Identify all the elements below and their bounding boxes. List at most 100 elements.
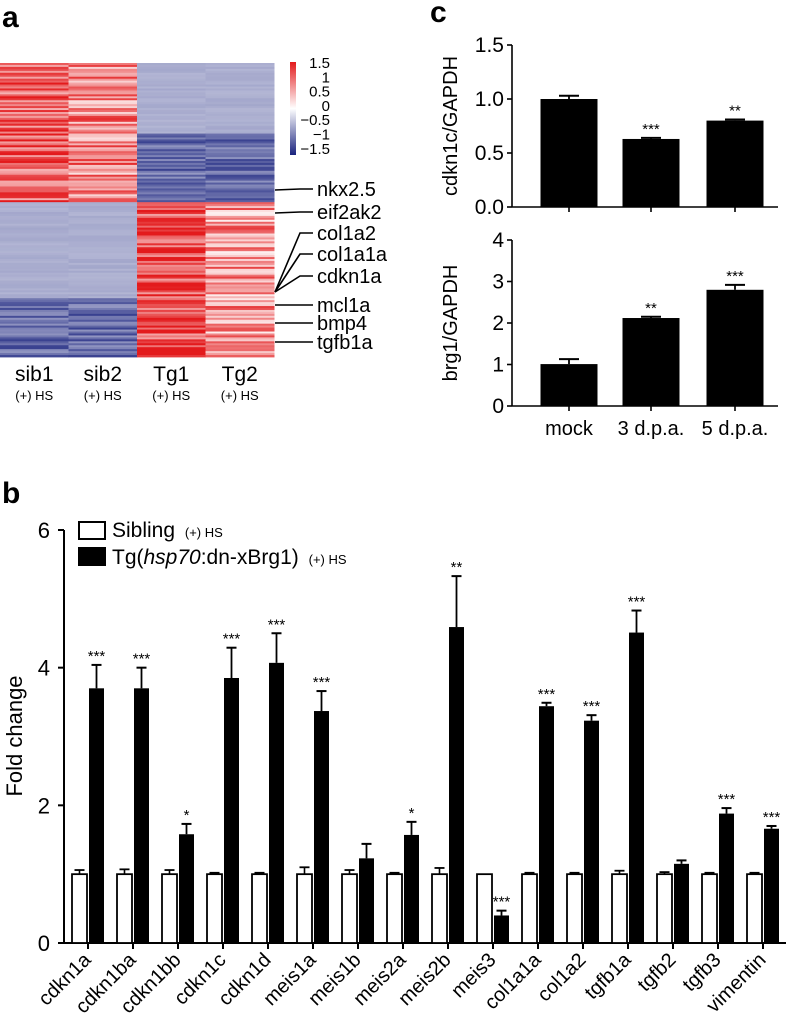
heatmap-cell [137, 198, 206, 201]
heatmap-cell [0, 84, 69, 87]
heatmap-cell [0, 172, 69, 176]
heatmap-cell [137, 66, 206, 70]
y-tick-label: 2 [492, 312, 504, 335]
heatmap-cell [0, 188, 69, 191]
heatmap-cell [0, 149, 69, 152]
heatmap-cell [205, 108, 275, 111]
heatmap-cell [137, 196, 206, 199]
heatmap-cell [0, 264, 69, 268]
significance-label: *** [133, 651, 151, 668]
heatmap-cell [205, 127, 275, 131]
heatmap-cell [0, 229, 69, 232]
heatmap-cell [137, 182, 206, 185]
heatmap-cell [0, 286, 69, 289]
heatmap-cell [137, 92, 206, 95]
heatmap-cell [68, 229, 138, 232]
panel-letter-c: c [430, 0, 447, 29]
heatmap-cell [137, 321, 206, 325]
heatmap-cell [68, 184, 138, 187]
heatmap-cell [68, 68, 138, 72]
heatmap-cell [0, 341, 69, 344]
bar-sibling [71, 873, 88, 944]
bar-tg [539, 706, 554, 943]
significance-label: *** [726, 268, 744, 285]
heatmap-cell [0, 192, 69, 195]
heatmap-cell [205, 260, 275, 264]
heatmap-cell [68, 70, 138, 74]
heatmap-cell [68, 325, 138, 328]
bar-sibling [386, 873, 403, 944]
heatmap-cell [68, 123, 138, 127]
bar-sibling [296, 873, 313, 944]
heatmap-cell [205, 294, 275, 297]
heatmap-cell [205, 317, 275, 321]
colorbar-tick-label: −1 [313, 127, 330, 144]
heatmap-cell [68, 266, 138, 270]
heatmap-cell [205, 298, 275, 301]
heatmap-cell [68, 180, 138, 183]
heatmap-cell [205, 149, 275, 152]
heatmap-cell [0, 327, 69, 330]
heatmap-cell [0, 92, 69, 95]
heatmap-cell [68, 306, 138, 309]
heatmap-cell [205, 343, 275, 346]
heatmap-cell [68, 153, 138, 156]
heatmap-cell [68, 329, 138, 332]
heatmap-cell [0, 276, 69, 279]
heatmap-cell [205, 217, 275, 221]
heatmap-cell [205, 215, 275, 219]
heatmap-cell [68, 202, 138, 205]
gene-annotation-line [274, 253, 313, 293]
bar-tg [134, 688, 149, 943]
colorbar [290, 62, 296, 155]
heatmap-cell [0, 331, 69, 334]
heatmap-cell [68, 239, 138, 242]
heatmap-cell [0, 94, 69, 97]
gene-annotation-label: col1a2 [317, 223, 376, 245]
heatmap-cell [137, 315, 206, 319]
y-tick-label: 6 [38, 518, 50, 543]
heatmap-cell [205, 333, 275, 336]
heatmap-cell [205, 92, 275, 95]
heatmap-cell [0, 100, 69, 103]
heatmap-cell [68, 198, 138, 201]
heatmap-cell [137, 129, 206, 132]
bar-tg [494, 915, 509, 943]
heatmap-cell [0, 182, 69, 185]
bar-sibling [206, 873, 223, 944]
panel-c-bottom-chart: 0 1 2 3 4 brg1/GAPDH mock ** 3 d.p.a. *** 5 d.p.a. [440, 229, 778, 440]
heatmap-cell [205, 231, 275, 234]
heatmap-cell [205, 176, 275, 180]
heatmap-cell [137, 251, 206, 254]
heatmap-cell [137, 288, 206, 291]
bar-sibling [566, 873, 583, 944]
heatmap-cell [205, 286, 275, 289]
heatmap-cell [0, 125, 69, 129]
heatmap-cell [68, 262, 138, 266]
heatmap-cell [0, 337, 69, 340]
heatmap-cell [137, 123, 206, 127]
gene-annotation-label: tgfb1a [317, 332, 373, 354]
heatmap-cell [0, 180, 69, 183]
significance-label: ** [729, 103, 741, 120]
y-axis-label: cdkn1c/GAPDH [440, 56, 462, 196]
heatmap-cell [205, 143, 275, 146]
heatmap-cell [205, 78, 275, 82]
heatmap-cell [205, 172, 275, 176]
heatmap-cell [205, 253, 275, 256]
heatmap-cell [137, 249, 206, 252]
legend-label-sibling: Sibling (+) HS [112, 519, 223, 542]
heatmap-cell [137, 225, 206, 229]
heatmap-cell [68, 278, 138, 281]
heatmap-cell [205, 325, 275, 328]
heatmap-cell [68, 82, 138, 85]
heatmap-cell [205, 257, 275, 260]
heatmap-cell [68, 133, 138, 136]
heatmap-cell [205, 296, 275, 299]
heatmap-cell [68, 137, 138, 140]
heatmap-cell [205, 96, 275, 99]
heatmap-cell [0, 106, 69, 109]
heatmap-cell [137, 141, 206, 144]
heatmap-cell [0, 260, 69, 264]
heatmap-cell [68, 300, 138, 303]
